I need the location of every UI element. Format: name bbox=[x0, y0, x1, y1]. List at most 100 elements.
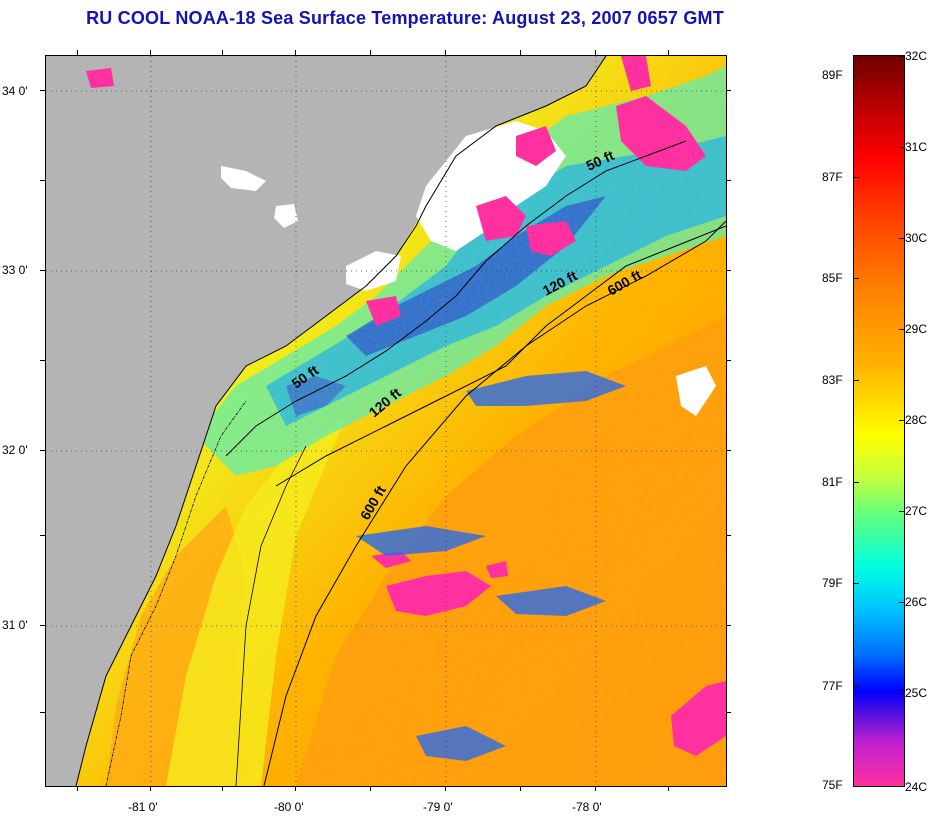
axis-tick bbox=[595, 50, 596, 55]
cloud-patch bbox=[274, 204, 298, 228]
colorbar-label-f: 89F bbox=[822, 68, 843, 82]
axis-tick bbox=[726, 712, 731, 713]
lon-label: -80 0' bbox=[274, 800, 304, 814]
axis-tick bbox=[726, 270, 731, 271]
colorbar-tick bbox=[899, 693, 904, 694]
lon-label: -78 0' bbox=[572, 800, 602, 814]
cool-filament bbox=[496, 586, 606, 616]
colorbar-tick bbox=[899, 238, 904, 239]
axis-tick bbox=[40, 535, 45, 536]
isobath-50ft bbox=[225, 140, 687, 457]
cloud-patch bbox=[676, 366, 716, 416]
axis-tick bbox=[40, 625, 45, 626]
colorbar-label-f: 81F bbox=[822, 475, 843, 489]
axis-tick bbox=[595, 786, 596, 791]
cold-anomaly bbox=[671, 681, 726, 756]
axis-tick bbox=[77, 786, 78, 791]
axis-tick bbox=[520, 50, 521, 55]
axis-tick bbox=[40, 270, 45, 271]
cold-anomaly bbox=[86, 68, 114, 88]
axis-tick bbox=[77, 50, 78, 55]
lat-label: 31 0' bbox=[2, 618, 28, 632]
sst-map: 50 ft 120 ft 600 ft 50 ft 120 ft 600 ft bbox=[45, 55, 727, 787]
colorbar-label-f: 85F bbox=[822, 271, 843, 285]
axis-tick bbox=[726, 625, 731, 626]
colorbar-label-c: 27C bbox=[905, 504, 928, 518]
cold-anomaly bbox=[371, 551, 411, 568]
colorbar bbox=[853, 55, 905, 787]
colorbar-label-c: 31C bbox=[905, 140, 928, 154]
cold-anomaly bbox=[616, 96, 706, 171]
lon-label: -81 0' bbox=[128, 800, 158, 814]
axis-tick bbox=[222, 786, 223, 791]
axis-tick bbox=[40, 180, 45, 181]
colorbar-tick bbox=[854, 686, 859, 687]
axis-tick bbox=[520, 786, 521, 791]
cold-anomaly bbox=[516, 126, 556, 166]
axis-tick bbox=[445, 50, 446, 55]
cold-anomaly bbox=[526, 221, 576, 256]
axis-tick bbox=[445, 786, 446, 791]
graticule bbox=[46, 56, 726, 786]
cool-filament bbox=[416, 726, 506, 761]
axis-tick bbox=[295, 50, 296, 55]
axis-tick bbox=[726, 450, 731, 451]
axis-tick bbox=[668, 786, 669, 791]
axis-tick bbox=[40, 90, 45, 91]
cold-anomaly bbox=[486, 561, 508, 578]
colorbar-label-c: 28C bbox=[905, 413, 928, 427]
colorbar-tick bbox=[854, 177, 859, 178]
colorbar-label-c: 24C bbox=[905, 780, 928, 794]
axis-tick bbox=[726, 535, 731, 536]
cold-anomaly bbox=[476, 196, 526, 241]
cold-anomalies bbox=[86, 56, 726, 756]
axis-tick bbox=[726, 90, 731, 91]
lon-label: -79 0' bbox=[423, 800, 453, 814]
cool-filament bbox=[466, 371, 626, 406]
axis-tick bbox=[726, 360, 731, 361]
map-title: RU COOL NOAA-18 Sea Surface Temperature:… bbox=[86, 8, 724, 28]
axis-tick bbox=[668, 50, 669, 55]
colorbar-label-f: 83F bbox=[822, 373, 843, 387]
lat-label: 34 0' bbox=[2, 84, 28, 98]
colorbar-tick bbox=[854, 583, 859, 584]
cool-filaments bbox=[356, 371, 626, 761]
coastline bbox=[75, 56, 607, 786]
cloud-patch bbox=[346, 251, 401, 291]
colorbar-label-c: 25C bbox=[905, 686, 928, 700]
colorbar-tick bbox=[899, 147, 904, 148]
axis-tick bbox=[295, 786, 296, 791]
colorbar-tick bbox=[854, 75, 859, 76]
colorbar-tick bbox=[854, 482, 859, 483]
axis-tick bbox=[40, 450, 45, 451]
colorbar-label-c: 30C bbox=[905, 231, 928, 245]
colorbar-label-f: 87F bbox=[822, 170, 843, 184]
colorbar-label-c: 32C bbox=[905, 49, 928, 63]
axis-tick bbox=[40, 360, 45, 361]
colorbar-label-f: 79F bbox=[822, 576, 843, 590]
lat-label: 32 0' bbox=[2, 443, 28, 457]
axis-tick bbox=[150, 50, 151, 55]
colorbar-label-f: 77F bbox=[822, 679, 843, 693]
axis-tick bbox=[40, 712, 45, 713]
colorbar-tick bbox=[854, 380, 859, 381]
sst-map-canvas: 50 ft 120 ft 600 ft 50 ft 120 ft 600 ft bbox=[46, 56, 726, 786]
colorbar-tick bbox=[899, 420, 904, 421]
colorbar-label-c: 29C bbox=[905, 322, 928, 336]
colorbar-label-f: 75F bbox=[822, 778, 843, 792]
axis-tick bbox=[150, 786, 151, 791]
cold-anomaly bbox=[621, 56, 651, 91]
colorbar-label-c: 26C bbox=[905, 595, 928, 609]
colorbar-tick bbox=[854, 278, 859, 279]
axis-tick bbox=[370, 50, 371, 55]
cloud-patch bbox=[221, 166, 266, 191]
cool-filament bbox=[356, 526, 486, 556]
colorbar-tick bbox=[899, 329, 904, 330]
colorbar-tick bbox=[899, 511, 904, 512]
axis-tick bbox=[222, 50, 223, 55]
axis-tick bbox=[370, 786, 371, 791]
lat-label: 33 0' bbox=[2, 263, 28, 277]
land bbox=[46, 56, 606, 786]
colorbar-tick bbox=[899, 56, 904, 57]
axis-tick bbox=[726, 180, 731, 181]
